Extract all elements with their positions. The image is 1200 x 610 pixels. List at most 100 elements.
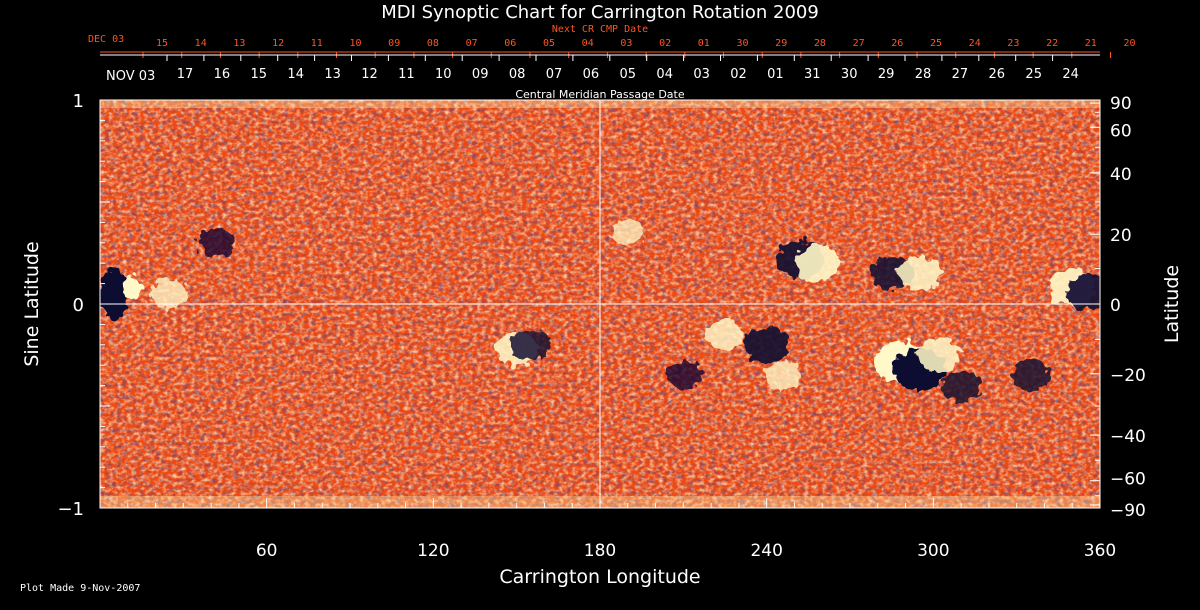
top-axis-2-tick-label: 24: [1062, 67, 1079, 82]
top-axis-1-tick-label: 28: [814, 38, 826, 49]
top-axis-1-tick-label: 21: [1085, 38, 1097, 49]
top-axis-2-tick-label: 14: [287, 67, 304, 82]
region-negative: [941, 369, 981, 402]
top-axis-2-month: NOV 03: [106, 69, 155, 84]
y-right-tick-label: −90: [1110, 501, 1146, 521]
top-axis-2-tick-label: 11: [398, 67, 415, 82]
x-tick-label: 120: [417, 541, 449, 561]
top-axis-2-tick-label: 09: [472, 67, 489, 82]
plot-made-note: Plot Made 9-Nov-2007: [20, 583, 140, 594]
top-axis-2-tick-label: 16: [214, 67, 231, 82]
top-axis-2-tick-label: 02: [730, 67, 747, 82]
y-right-tick-label: 40: [1110, 165, 1132, 185]
top-axis-1-tick-label: 04: [582, 38, 594, 49]
x-axis-title: Carrington Longitude: [499, 566, 700, 588]
y-axis-left: 1 0 −1: [57, 91, 110, 520]
top-axis-1-tick-label: 13: [233, 38, 245, 49]
top-axis-1-tick-label: 24: [969, 38, 981, 49]
y-right-tick-label: 20: [1110, 226, 1132, 246]
y-left-tick-label: −1: [57, 499, 84, 520]
region-negative: [1010, 359, 1051, 392]
top-axis-1-tick-label: 30: [736, 38, 748, 49]
y-left-tick-label: 1: [73, 91, 84, 112]
top-axis-2-tick-label: 12: [361, 67, 378, 82]
top-axis-1-tick-label: 23: [1007, 38, 1019, 49]
top-axis-1-tick-label: 27: [853, 38, 865, 49]
top-axis-2-tick-label: 31: [804, 67, 821, 82]
top-axis-2-tick-label: 05: [620, 67, 637, 82]
top-axis-2-tick-label: 15: [251, 67, 268, 82]
y-right-tick-label: 0: [1110, 296, 1121, 316]
top-axis-2-tick-label: 04: [656, 67, 673, 82]
region-positive: [151, 279, 188, 309]
top-axis-2-tick-label: 17: [177, 67, 194, 82]
x-tick-label: 300: [917, 541, 949, 561]
region-positive: [121, 274, 141, 299]
top-axis-1-tick-label: 08: [427, 38, 439, 49]
top-axis-1-tick-label: 20: [1123, 38, 1135, 49]
top-axis-2: 17 16 15 14 13 12 11 10 09 08 07 06 05 04 03 02 01 31 30 29…: [166, 55, 1079, 82]
region-positive: [898, 256, 941, 291]
y-left-tick-label: 0: [73, 295, 84, 316]
region-positive: [917, 338, 961, 372]
top-axis-2-tick-label: 28: [915, 67, 932, 82]
y-right-tick-label: −20: [1110, 366, 1146, 386]
top-axis-2-label: Central Meridian Passage Date: [515, 88, 684, 101]
top-axis-2-tick-label: 08: [509, 67, 526, 82]
top-axis-2-tick-label: 30: [841, 67, 858, 82]
y-axis-left-title: Sine Latitude: [21, 241, 43, 366]
top-axis-1-tick-label: 10: [349, 38, 361, 49]
y-right-tick-label: 90: [1110, 94, 1132, 114]
region-negative: [1066, 273, 1100, 310]
top-axis-2-tick-label: 25: [1025, 67, 1042, 82]
top-axis-1-month: DEC 03: [88, 34, 124, 45]
top-axis-1-tick-label: 06: [504, 38, 516, 49]
top-axis-1-tick-label: 11: [311, 38, 323, 49]
x-tick-label: 60: [256, 541, 278, 561]
y-axis-right-title: Latitude: [1161, 265, 1183, 343]
top-axis-1-tick-label: 15: [156, 38, 168, 49]
region-positive: [765, 361, 802, 390]
top-axis-1-tick-label: 26: [891, 38, 903, 49]
region-positive: [611, 219, 645, 246]
top-axis-1-tick-label: 07: [466, 38, 478, 49]
region-negative: [743, 326, 790, 364]
top-axis-1-tick-label: 03: [620, 38, 632, 49]
top-axis-2-tick-label: 03: [693, 67, 710, 82]
y-right-tick-label: −60: [1110, 470, 1146, 490]
top-axis-2-tick-label: 29: [878, 67, 895, 82]
top-axis-2-tick-label: 06: [583, 67, 600, 82]
top-axis-1-tick-label: 05: [543, 38, 555, 49]
x-tick-label: 180: [584, 541, 616, 561]
top-axis-2-tick-label: 27: [952, 67, 969, 82]
region-negative: [100, 269, 129, 319]
top-axis-1-tick-label: 25: [930, 38, 942, 49]
y-axis-right: 90 60 40 20 0 −20 −40 −60 −90: [1090, 94, 1146, 521]
x-tick-label: 360: [1084, 541, 1116, 561]
region-negative: [198, 228, 235, 258]
region-negative: [510, 329, 551, 361]
region-negative: [665, 361, 702, 390]
top-axis-2-tick-label: 13: [324, 67, 341, 82]
chart-title: MDI Synoptic Chart for Carrington Rotati…: [381, 2, 819, 23]
top-axis-1-tick-label: 29: [775, 38, 787, 49]
region-positive: [793, 244, 840, 282]
top-axis-2-tick-label: 26: [989, 67, 1006, 82]
top-axis-1-tick-label: 01: [698, 38, 710, 49]
y-right-tick-label: −40: [1110, 427, 1146, 447]
x-axis: 60 120 180 240 300 360: [99, 498, 1116, 561]
top-axis-1-tick-label: 12: [272, 38, 284, 49]
region-positive: [705, 318, 745, 351]
top-axis-2-tick-label: 01: [767, 67, 784, 82]
top-axis-1-tick-label: 02: [659, 38, 671, 49]
x-tick-label: 240: [750, 541, 782, 561]
y-right-tick-label: 60: [1110, 121, 1132, 141]
top-axis-2-tick-label: 07: [546, 67, 563, 82]
top-axis-2-tick-label: 10: [435, 67, 452, 82]
top-axis-1-label: Next CR CMP Date: [552, 24, 648, 35]
top-axis-1-tick-label: 22: [1046, 38, 1058, 49]
active-regions: [100, 219, 1100, 402]
top-axis-1-tick-label: 14: [195, 38, 207, 49]
top-axis-1-tick-label: 09: [388, 38, 400, 49]
